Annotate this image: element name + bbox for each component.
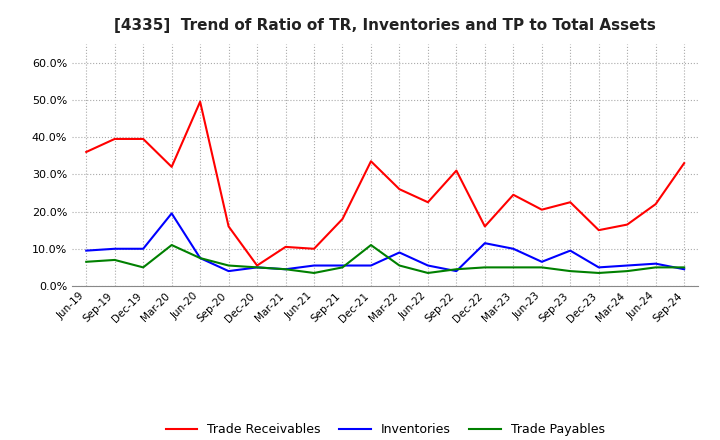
Inventories [282, 267, 290, 272]
Inventories [338, 263, 347, 268]
Trade Receivables [310, 246, 318, 251]
Trade Receivables [338, 216, 347, 222]
Trade Payables [139, 265, 148, 270]
Trade Payables [680, 265, 688, 270]
Trade Receivables [509, 192, 518, 198]
Line: Trade Payables: Trade Payables [86, 245, 684, 273]
Trade Payables [480, 265, 489, 270]
Trade Receivables [566, 200, 575, 205]
Trade Payables [537, 265, 546, 270]
Inventories [310, 263, 318, 268]
Trade Receivables [253, 263, 261, 268]
Trade Receivables [623, 222, 631, 227]
Trade Receivables [537, 207, 546, 213]
Trade Payables [167, 242, 176, 248]
Trade Receivables [452, 168, 461, 173]
Inventories [423, 263, 432, 268]
Inventories [537, 259, 546, 264]
Trade Payables [310, 270, 318, 275]
Trade Receivables [110, 136, 119, 142]
Inventories [566, 248, 575, 253]
Inventories [680, 267, 688, 272]
Trade Receivables [82, 149, 91, 154]
Inventories [167, 211, 176, 216]
Legend: Trade Receivables, Inventories, Trade Payables: Trade Receivables, Inventories, Trade Pa… [161, 418, 610, 440]
Trade Payables [623, 268, 631, 274]
Inventories [110, 246, 119, 251]
Trade Receivables [196, 99, 204, 104]
Inventories [395, 250, 404, 255]
Trade Payables [566, 268, 575, 274]
Trade Receivables [139, 136, 148, 142]
Title: [4335]  Trend of Ratio of TR, Inventories and TP to Total Assets: [4335] Trend of Ratio of TR, Inventories… [114, 18, 656, 33]
Trade Payables [452, 267, 461, 272]
Trade Payables [652, 265, 660, 270]
Trade Payables [253, 265, 261, 270]
Trade Payables [225, 263, 233, 268]
Trade Receivables [480, 224, 489, 229]
Inventories [595, 265, 603, 270]
Inventories [253, 265, 261, 270]
Inventories [480, 241, 489, 246]
Line: Trade Receivables: Trade Receivables [86, 102, 684, 265]
Trade Receivables [395, 187, 404, 192]
Inventories [452, 268, 461, 274]
Trade Payables [595, 270, 603, 275]
Trade Receivables [282, 244, 290, 249]
Inventories [366, 263, 375, 268]
Trade Payables [509, 265, 518, 270]
Inventories [652, 261, 660, 266]
Inventories [82, 248, 91, 253]
Trade Receivables [366, 159, 375, 164]
Trade Receivables [423, 200, 432, 205]
Inventories [196, 256, 204, 261]
Trade Payables [282, 267, 290, 272]
Trade Receivables [225, 224, 233, 229]
Trade Receivables [680, 161, 688, 166]
Trade Payables [366, 242, 375, 248]
Trade Receivables [167, 164, 176, 169]
Trade Payables [82, 259, 91, 264]
Inventories [623, 263, 631, 268]
Inventories [509, 246, 518, 251]
Trade Payables [338, 265, 347, 270]
Trade Payables [423, 270, 432, 275]
Line: Inventories: Inventories [86, 213, 684, 271]
Inventories [139, 246, 148, 251]
Trade Receivables [652, 202, 660, 207]
Trade Receivables [595, 227, 603, 233]
Trade Payables [110, 257, 119, 263]
Inventories [225, 268, 233, 274]
Trade Payables [196, 256, 204, 261]
Trade Payables [395, 263, 404, 268]
